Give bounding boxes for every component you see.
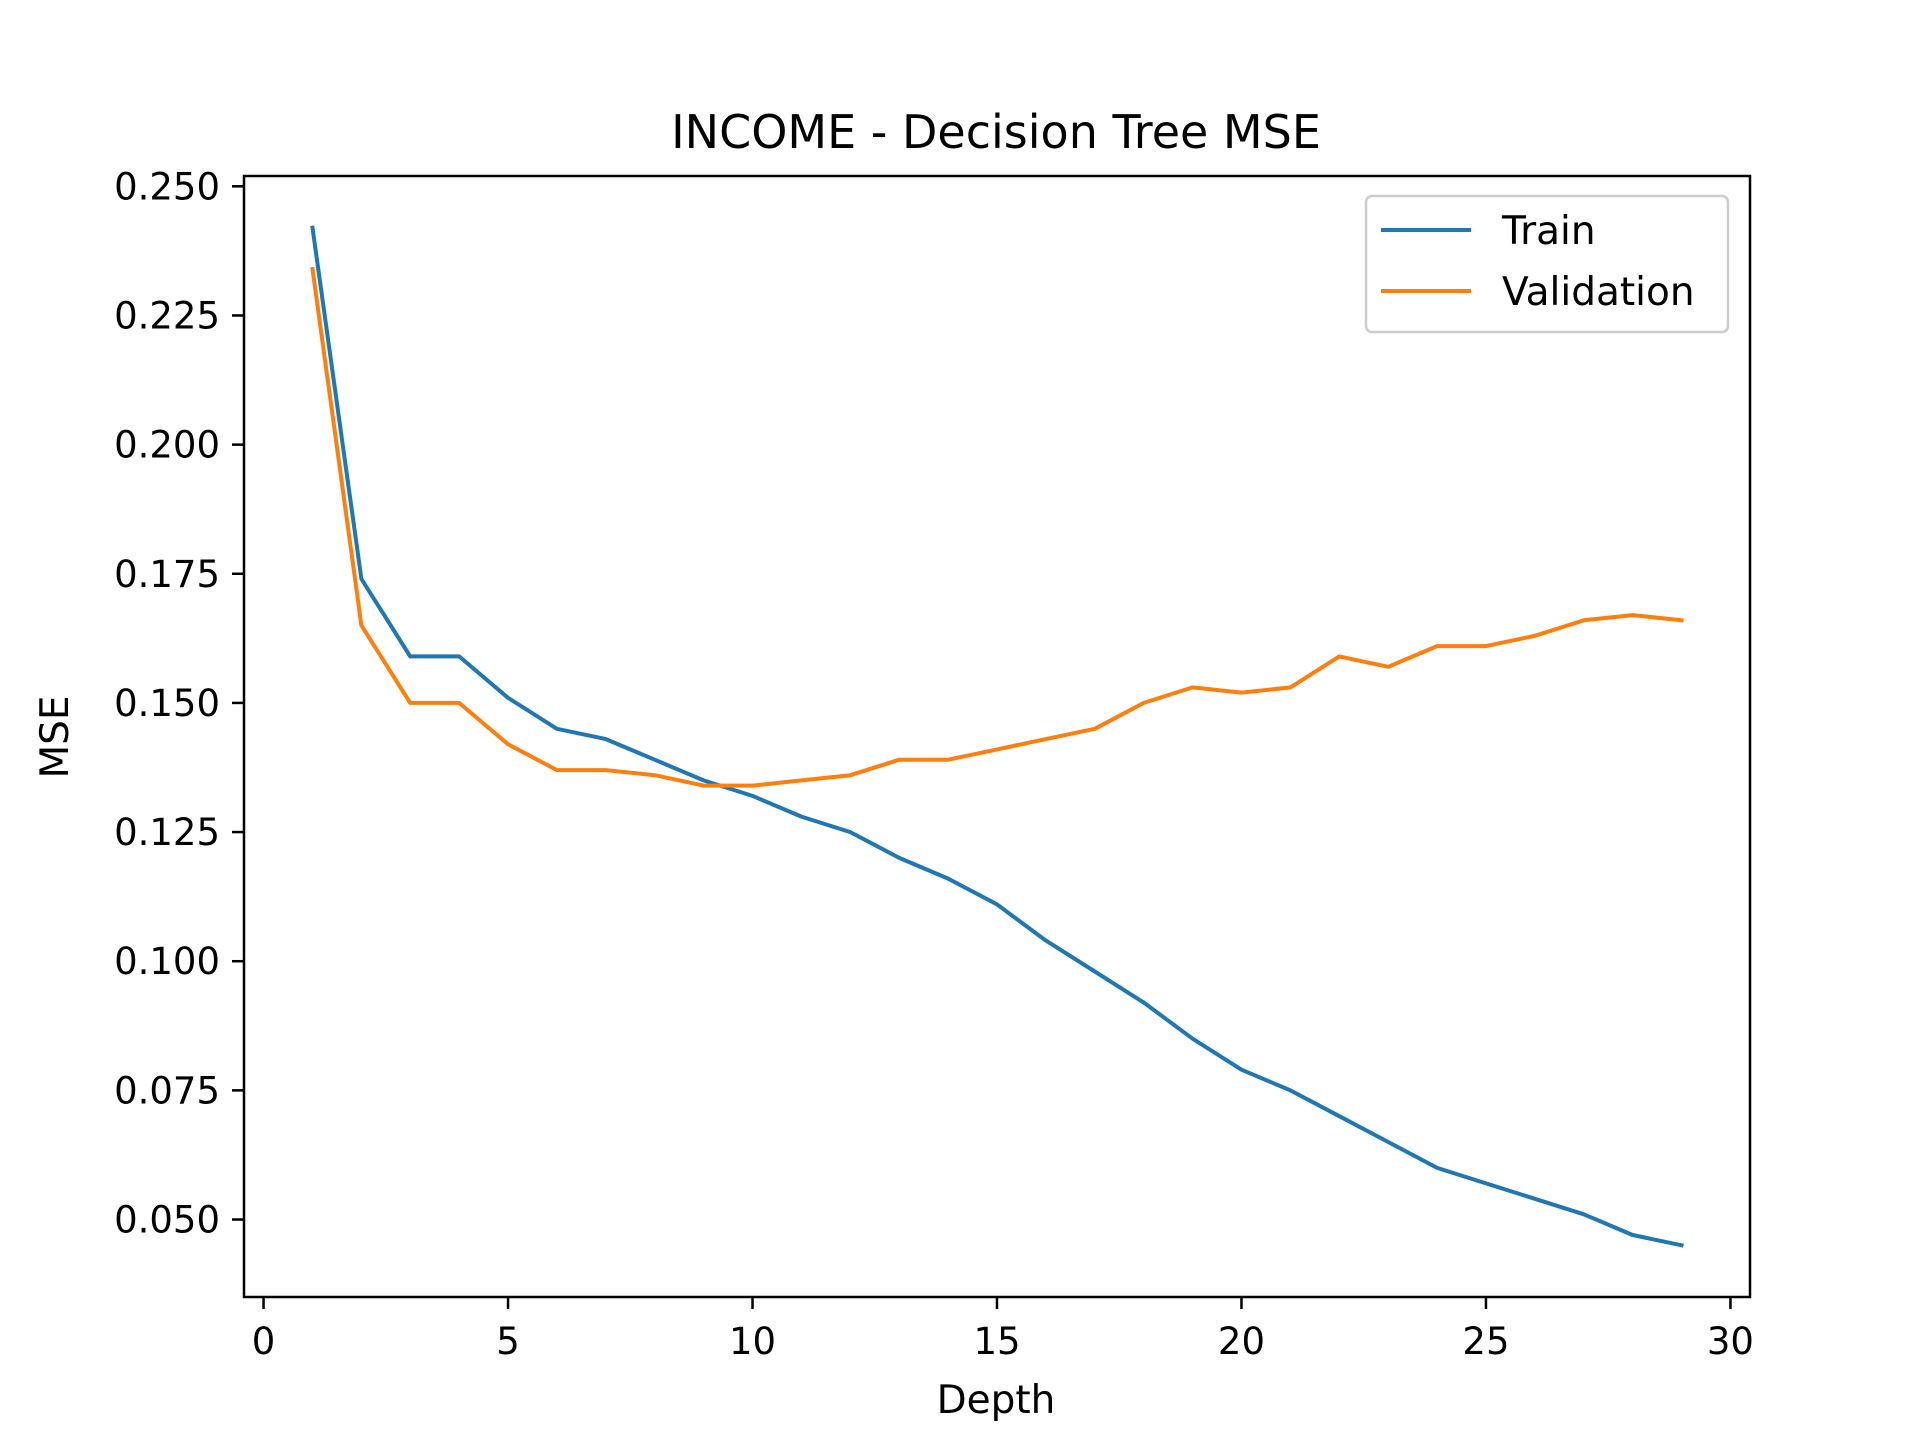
series-line-validation (310, 266, 1684, 788)
y-tick-label: 0.200 (114, 424, 220, 467)
y-tick-label: 0.075 (114, 1069, 220, 1112)
y-tick-label: 0.225 (114, 294, 220, 337)
y-tick-label: 0.050 (114, 1199, 220, 1242)
y-tick-label: 0.125 (114, 811, 220, 854)
x-axis-label: Depth (937, 1378, 1056, 1423)
x-tick-label: 0 (252, 1320, 276, 1363)
x-axis-ticks: 0 5 10 15 20 25 30 (252, 1297, 1754, 1363)
legend: Train Validation (1364, 194, 1730, 334)
x-tick-label: 5 (496, 1320, 520, 1363)
y-axis-label: MSE (33, 695, 78, 778)
chart-title: INCOME - Decision Tree MSE (671, 105, 1321, 159)
plot-area-frame (242, 174, 1752, 1299)
legend-label-validation: Validation (1502, 270, 1695, 315)
x-tick-label: 10 (729, 1320, 776, 1363)
y-axis-ticks: 0.050 0.075 0.100 0.125 0.150 0.175 0.200 0.225… (114, 165, 244, 1242)
legend-label-train: Train (1501, 209, 1596, 254)
y-tick-label: 0.100 (114, 940, 220, 983)
x-tick-label: 20 (1218, 1320, 1265, 1363)
x-tick-label: 15 (973, 1320, 1020, 1363)
series-line-train (310, 225, 1684, 1248)
y-tick-label: 0.150 (114, 682, 220, 725)
plot-lines (310, 225, 1684, 1248)
y-tick-label: 0.175 (114, 553, 220, 596)
x-tick-label: 25 (1462, 1320, 1509, 1363)
y-tick-label: 0.250 (114, 165, 220, 208)
x-tick-label: 30 (1707, 1320, 1754, 1363)
